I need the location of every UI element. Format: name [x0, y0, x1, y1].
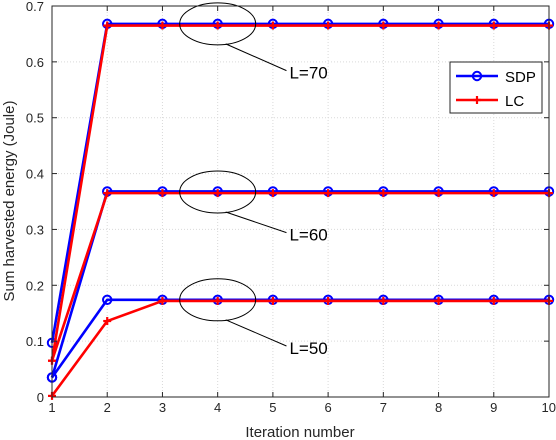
- annotation-layer: L=70 L=60 L=50: [179, 2, 328, 358]
- legend-marker: [471, 70, 483, 82]
- legend-label: LC: [505, 93, 524, 110]
- annotation-label: L=60: [289, 226, 327, 245]
- x-tick-label: 3: [159, 400, 166, 415]
- x-tick-label: 1: [48, 400, 55, 415]
- x-tick-label: 8: [435, 400, 442, 415]
- y-tick-label: 0.2: [26, 278, 44, 293]
- series-point: [489, 296, 498, 305]
- series-point: [489, 189, 498, 198]
- plot-area-frame: [51, 5, 550, 398]
- legend-label: SDP: [505, 69, 536, 86]
- series-point: [158, 21, 167, 30]
- series-point: [213, 189, 222, 198]
- series-point: [103, 21, 112, 30]
- y-tick-label: 0: [37, 390, 44, 405]
- annotation-label: L=50: [289, 339, 327, 358]
- legend-marker: [473, 96, 481, 104]
- series-point: [103, 189, 112, 198]
- series-point: [102, 294, 113, 306]
- series-point: [434, 189, 443, 198]
- x-tick-label: 5: [269, 400, 276, 415]
- series-point: [268, 296, 277, 305]
- legend: SDP LC: [449, 61, 543, 114]
- series-point: [434, 296, 443, 305]
- x-tick-label: 2: [104, 400, 111, 415]
- series-point: [158, 296, 167, 305]
- series-line: [50, 24, 549, 361]
- x-tick-label: 6: [324, 400, 331, 415]
- series-point: [379, 296, 388, 305]
- series-point: [268, 21, 277, 30]
- x-tick-label: 10: [542, 400, 556, 415]
- series-point: [213, 21, 222, 30]
- y-axis-label: Sum harvested energy (Joule): [1, 101, 18, 302]
- annotation-pointer-2: [225, 319, 287, 347]
- annotation-pointer-0: [225, 43, 287, 72]
- series-point: [324, 189, 333, 198]
- series-point: [268, 189, 277, 198]
- annotation-label: L=70: [289, 64, 327, 83]
- y-tick-label: 0.5: [26, 111, 44, 126]
- series-point: [324, 21, 333, 30]
- annotation-ellipse-2: [179, 278, 257, 322]
- legend-box: [449, 61, 543, 114]
- series-point: [434, 21, 443, 30]
- annotation-pointer-1: [225, 211, 287, 234]
- series-point: [379, 189, 388, 198]
- y-tick-label: 0.1: [26, 334, 44, 349]
- legend-entry: LC: [456, 93, 524, 110]
- y-tick-label: 0.4: [26, 167, 44, 182]
- series-line: [50, 299, 549, 397]
- y-tick-label: 0.7: [26, 0, 44, 14]
- series-point: [489, 21, 498, 30]
- annotation-ellipse-0: [179, 2, 257, 46]
- series-line: [50, 191, 549, 362]
- series-lc-l50: [48, 296, 553, 400]
- axis-ticks: 1 2 3 4 5 6 7 8 9 10 0 0.1 0.2 0.3 0.4 0.5 0.6 0.7: [26, 0, 556, 415]
- series-point: [103, 317, 112, 326]
- series-line: [50, 22, 549, 344]
- x-tick-label: 4: [214, 400, 221, 415]
- x-tick-label: 7: [380, 400, 387, 415]
- series-line: [50, 190, 549, 378]
- x-tick-label: 9: [490, 400, 497, 415]
- annotation-ellipse-1: [179, 170, 257, 214]
- legend-entry: SDP: [456, 69, 536, 86]
- x-axis-label: Iteration number: [245, 424, 354, 440]
- y-tick-label: 0.3: [26, 222, 44, 237]
- y-tick-label: 0.6: [26, 55, 44, 70]
- series-point: [379, 21, 388, 30]
- series-point: [213, 296, 222, 305]
- series-point: [324, 296, 333, 305]
- series-point: [158, 189, 167, 198]
